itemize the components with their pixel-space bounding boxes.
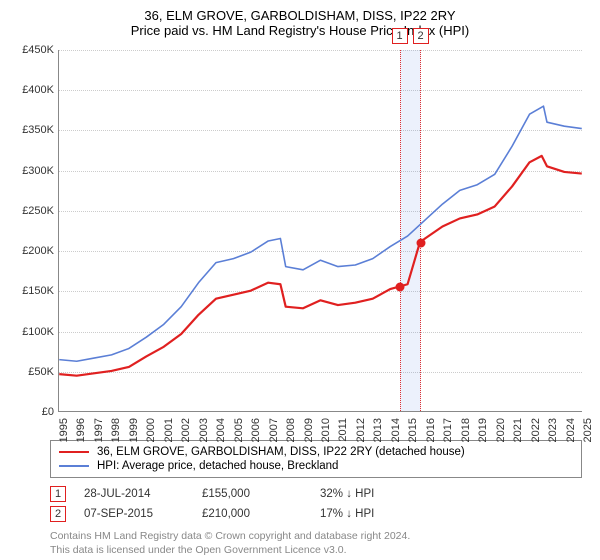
legend-swatch [59, 465, 89, 467]
transaction-table: 1 28-JUL-2014 £155,000 32% ↓ HPI 2 07-SE… [50, 484, 586, 524]
chart-subtitle: Price paid vs. HM Land Registry's House … [10, 23, 590, 38]
row-marker: 2 [50, 506, 66, 522]
row-price: £210,000 [202, 508, 302, 520]
row-delta: 32% ↓ HPI [320, 488, 420, 500]
chart-container: 36, ELM GROVE, GARBOLDISHAM, DISS, IP22 … [0, 0, 600, 560]
legend-box: 36, ELM GROVE, GARBOLDISHAM, DISS, IP22 … [50, 440, 582, 478]
row-marker: 1 [50, 486, 66, 502]
row-delta: 17% ↓ HPI [320, 508, 420, 520]
footer-line: Contains HM Land Registry data © Crown c… [50, 530, 586, 544]
row-date: 07-SEP-2015 [84, 508, 184, 520]
plot-region: 12 [58, 50, 582, 412]
legend-swatch [59, 451, 89, 453]
line-series-svg [59, 50, 582, 411]
footer-attribution: Contains HM Land Registry data © Crown c… [50, 530, 586, 557]
table-row: 1 28-JUL-2014 £155,000 32% ↓ HPI [50, 484, 586, 504]
legend-label: HPI: Average price, detached house, Brec… [97, 460, 338, 472]
row-price: £155,000 [202, 488, 302, 500]
legend-item: HPI: Average price, detached house, Brec… [59, 459, 573, 473]
table-row: 2 07-SEP-2015 £210,000 17% ↓ HPI [50, 504, 586, 524]
chart-area: £0£50K£100K£150K£200K£250K£300K£350K£400… [10, 44, 590, 434]
legend-item: 36, ELM GROVE, GARBOLDISHAM, DISS, IP22 … [59, 445, 573, 459]
footer-line: This data is licensed under the Open Gov… [50, 544, 586, 558]
chart-title: 36, ELM GROVE, GARBOLDISHAM, DISS, IP22 … [10, 8, 590, 23]
legend-label: 36, ELM GROVE, GARBOLDISHAM, DISS, IP22 … [97, 446, 465, 458]
row-date: 28-JUL-2014 [84, 488, 184, 500]
